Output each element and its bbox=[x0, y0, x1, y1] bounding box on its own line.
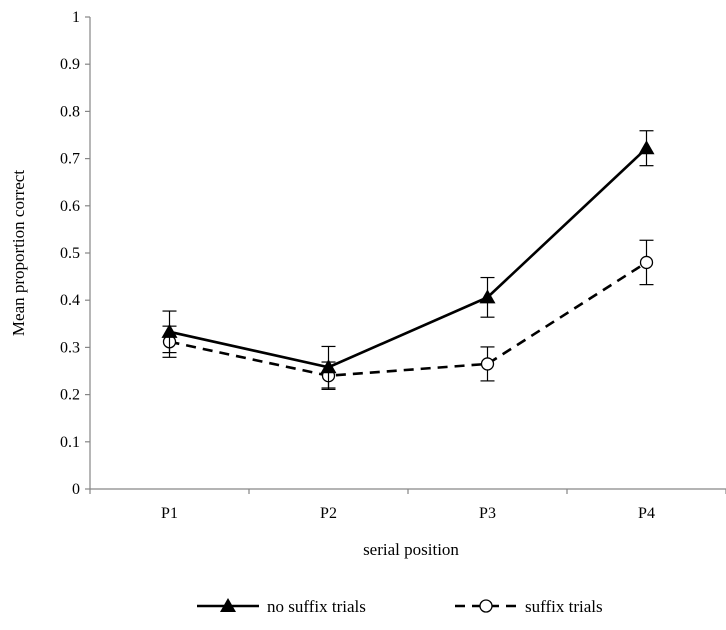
data-point bbox=[161, 323, 178, 338]
x-tick-label: P2 bbox=[320, 505, 337, 522]
legend: no suffix trials suffix trials bbox=[197, 597, 603, 616]
x-tick-label: P1 bbox=[161, 505, 178, 522]
series-line bbox=[169, 261, 648, 378]
x-tick-label: P3 bbox=[479, 505, 496, 522]
data-point bbox=[480, 357, 495, 371]
data-point bbox=[638, 140, 655, 155]
y-tick-label: 0 bbox=[72, 481, 80, 498]
y-tick-label: 0.7 bbox=[60, 151, 80, 168]
series-1 bbox=[162, 239, 654, 391]
data-point bbox=[639, 255, 654, 270]
series-layer bbox=[161, 130, 655, 391]
legend-marker bbox=[479, 599, 493, 613]
y-ticks: 0 0.1 0.2 0.3 0.4 0.5 0.6 0.7 0.8 0.9 1 bbox=[60, 9, 90, 498]
series-line bbox=[169, 147, 648, 369]
y-tick-label: 0.9 bbox=[60, 56, 80, 73]
y-tick-label: 0.4 bbox=[60, 292, 80, 309]
y-axis-title: Mean proportion correct bbox=[9, 170, 28, 336]
y-tick-label: 0.6 bbox=[60, 198, 80, 215]
y-tick-label: 0.3 bbox=[60, 339, 80, 356]
legend-item: no suffix trials bbox=[197, 597, 366, 616]
series-0 bbox=[161, 130, 655, 389]
data-point bbox=[320, 359, 337, 374]
data-point bbox=[479, 289, 496, 304]
y-tick-label: 1 bbox=[72, 9, 80, 26]
y-tick-label: 0.5 bbox=[60, 245, 80, 262]
legend-label: suffix trials bbox=[525, 597, 603, 616]
legend-label: no suffix trials bbox=[267, 597, 366, 616]
y-tick-label: 0.2 bbox=[60, 387, 80, 404]
x-ticks: P1 P2 P3 P4 bbox=[89, 489, 726, 522]
x-axis-title: serial position bbox=[363, 540, 459, 559]
axes bbox=[89, 17, 726, 490]
legend-marker bbox=[220, 598, 236, 612]
x-tick-label: P4 bbox=[638, 505, 655, 522]
legend-item: suffix trials bbox=[455, 597, 603, 616]
y-tick-label: 0.1 bbox=[60, 434, 80, 451]
y-tick-label: 0.8 bbox=[60, 103, 80, 120]
